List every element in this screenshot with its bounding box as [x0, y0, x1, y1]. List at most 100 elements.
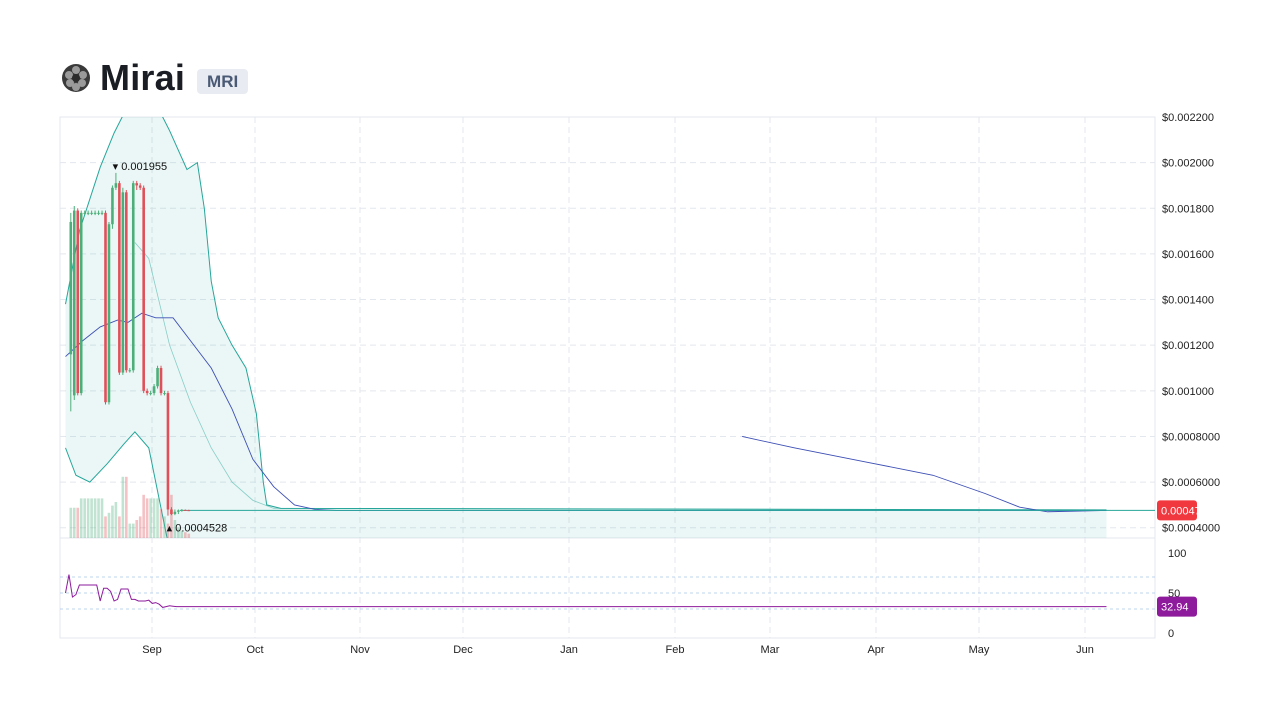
rsi-current-tag-bg [1157, 596, 1197, 617]
volume-bar [152, 498, 156, 538]
candle-body [142, 187, 145, 391]
high-annotation: ▾ 0.001955 [113, 161, 167, 173]
volume-bar [118, 516, 121, 538]
time-tick-label: Oct [246, 644, 263, 656]
candle-body [159, 368, 163, 394]
rsi-tick-label: 100 [1168, 548, 1186, 560]
candle-body [118, 183, 121, 373]
candle-body [121, 192, 125, 373]
bollinger-mid-line [134, 242, 1107, 511]
volume-bar [187, 533, 191, 538]
volume-bar [121, 476, 125, 538]
candle-body [138, 185, 142, 188]
price-tick-label: $0.001800 [1162, 203, 1214, 215]
chart-frame [59, 116, 1156, 639]
volume-bar [97, 498, 100, 538]
price-grid [59, 116, 1156, 639]
candle-body [69, 221, 73, 355]
candle-body [97, 212, 100, 214]
volume-bar [173, 520, 177, 538]
price-tick-label: $0.001200 [1162, 340, 1214, 352]
volume-bar [104, 516, 107, 538]
candle-body [93, 212, 97, 214]
candle-body [128, 370, 132, 372]
volume-bar [114, 502, 118, 538]
volume-bar [125, 476, 128, 538]
volume-bar [83, 498, 86, 538]
rsi-current-tag: 32.94 [1157, 596, 1197, 617]
price-annotations: ▾ 0.001955 ▴ 0.0004528 [113, 161, 228, 535]
rsi-tick-label: 0 [1168, 628, 1174, 640]
candle-body [156, 368, 159, 387]
price-tick-label: $0.0006000 [1162, 477, 1220, 489]
volume-bar [90, 498, 93, 538]
time-tick-label: Jan [560, 644, 578, 656]
candle-body [104, 212, 107, 403]
candle-body [184, 509, 187, 511]
candle-body [177, 510, 180, 512]
time-tick-label: Jun [1076, 644, 1094, 656]
volume-bar [149, 498, 152, 538]
candle-body [125, 192, 128, 371]
candle-body [180, 509, 184, 511]
moving-average-line [742, 436, 1107, 513]
volume-bar [138, 516, 142, 538]
volume-bar [111, 505, 114, 538]
bollinger-band [65, 117, 1107, 538]
volume-bar [145, 498, 149, 538]
candle-body [72, 210, 76, 396]
current-price-tag-bg [1157, 500, 1197, 521]
volume-bar [184, 532, 187, 538]
volume-bar [131, 523, 135, 538]
rsi-current-label: 32.94 [1161, 602, 1189, 614]
low-annotation: ▴ 0.0004528 [167, 523, 228, 535]
asset-header: Mirai MRI [60, 56, 249, 100]
candle-body [152, 386, 156, 394]
volume-bar [159, 509, 163, 538]
candle-body [166, 393, 170, 510]
candle-body [76, 210, 80, 394]
volume-bar [100, 498, 104, 538]
candle-body [131, 183, 135, 371]
candle-body [187, 510, 191, 512]
time-tick-label: Mar [761, 644, 780, 656]
candle-body [145, 390, 149, 394]
time-tick-label: Feb [666, 644, 685, 656]
volume-bar [93, 498, 97, 538]
current-price-label: 0.0004763 [1161, 505, 1213, 517]
current-price-tag: 0.0004763 [1157, 500, 1213, 521]
price-axis: $0.002200 $0.002000 $0.001800 $0.001600 $0.0… [1162, 112, 1220, 640]
price-tick-label: $0.0008000 [1162, 431, 1220, 443]
candle-body [83, 212, 86, 214]
volume-bar [69, 507, 73, 538]
candle-body [90, 212, 93, 214]
candle-body [100, 212, 104, 214]
volume-bar [79, 498, 83, 538]
candle-body [111, 187, 114, 225]
candle-body [149, 393, 152, 395]
volume-bar [142, 494, 145, 538]
time-tick-label: Nov [350, 644, 370, 656]
volume-bar [170, 494, 173, 538]
volume-bar [156, 498, 159, 538]
rsi-pane [60, 574, 1155, 610]
bollinger-upper-line [65, 117, 1107, 511]
candles [69, 172, 191, 516]
bollinger-fill [65, 117, 1107, 538]
volume-bar [166, 523, 170, 538]
time-tick-label: Sep [142, 644, 162, 656]
volume-bar [86, 498, 90, 538]
volume-bar [72, 507, 76, 538]
price-tick-label: $0.002200 [1162, 112, 1214, 124]
low-marker-icon: ▴ [167, 523, 176, 535]
candle-body [79, 212, 83, 394]
bollinger-lower-line [65, 431, 168, 538]
moving-average-line [65, 312, 1107, 511]
price-tick-label: $0.002000 [1162, 158, 1214, 170]
time-tick-label: May [969, 644, 990, 656]
volume-bar [128, 523, 132, 538]
candle-body [173, 511, 177, 515]
price-tick-label: $0.001400 [1162, 295, 1214, 307]
candle-body [86, 212, 90, 214]
